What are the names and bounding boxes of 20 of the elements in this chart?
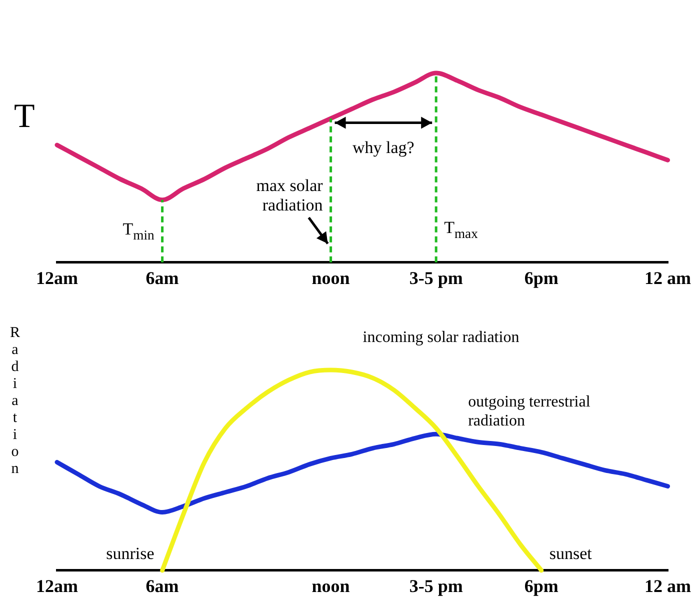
x-tick-label: 3-5 pm — [409, 576, 463, 596]
x-tick-label: noon — [312, 576, 350, 596]
annotation: sunrise — [106, 544, 154, 564]
y-axis-title: T — [14, 98, 35, 136]
y-axis-title: Radiation — [6, 325, 23, 478]
x-tick-label: 3-5 pm — [409, 268, 463, 288]
annotation: sunset — [549, 544, 592, 564]
x-tick-label: 6am — [146, 576, 179, 596]
x-tick-label: 6pm — [524, 576, 558, 596]
x-tick-label: 12am — [36, 576, 78, 596]
series-label: incoming solar radiation — [362, 329, 520, 346]
x-tick-label: 12am — [36, 268, 78, 288]
annotation: max solar radiation — [256, 176, 324, 214]
x-tick-label: 12 am — [644, 576, 692, 596]
series-label: outgoing terrestrial radiation — [468, 393, 591, 430]
x-tick-label: 6am — [146, 268, 179, 288]
x-tick-label: 12 am — [644, 268, 692, 288]
annotation: why lag? — [352, 138, 414, 158]
x-tick-label: 6pm — [524, 268, 558, 288]
x-tick-label: noon — [312, 268, 350, 288]
